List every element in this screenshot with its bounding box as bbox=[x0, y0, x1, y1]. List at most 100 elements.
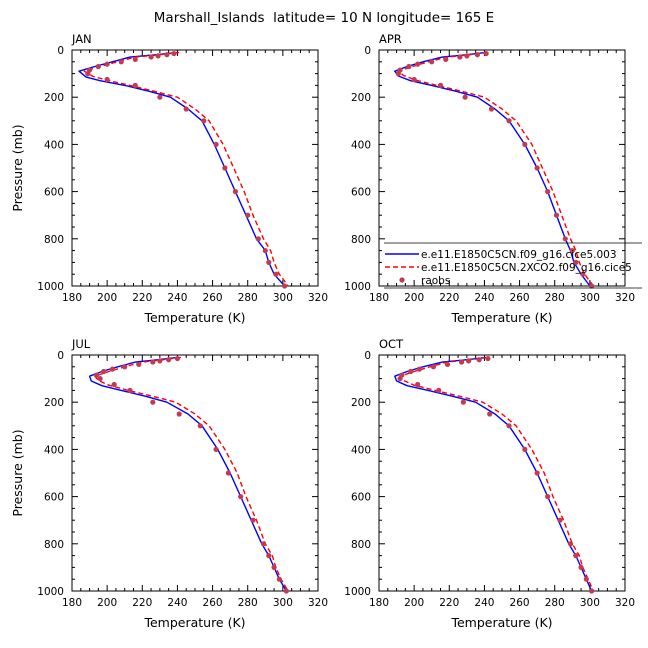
raobs-point bbox=[166, 357, 172, 363]
raobs-point bbox=[122, 364, 128, 370]
raobs-point bbox=[460, 399, 466, 405]
x-axis-label: Temperature (K) bbox=[450, 615, 552, 630]
raobs-point bbox=[545, 189, 551, 195]
x-tick-label: 180 bbox=[369, 597, 389, 609]
raobs-point bbox=[176, 411, 182, 417]
y-tick-label: 1000 bbox=[344, 586, 371, 598]
x-tick-label: 320 bbox=[615, 597, 635, 609]
raobs-point bbox=[85, 71, 91, 77]
panel-label: JAN bbox=[71, 32, 92, 46]
raobs-point bbox=[408, 368, 414, 375]
raobs-point bbox=[466, 358, 472, 364]
raobs-point bbox=[132, 56, 138, 63]
x-tick-label: 320 bbox=[615, 292, 635, 304]
y-tick-label: 800 bbox=[351, 539, 371, 551]
raobs-point bbox=[197, 423, 203, 429]
x-tick-label: 300 bbox=[273, 292, 293, 304]
legend-label: raobs bbox=[421, 275, 450, 287]
panel-label: APR bbox=[379, 32, 402, 46]
raobs-point bbox=[174, 355, 181, 362]
raobs-point bbox=[164, 52, 170, 58]
raobs-point bbox=[487, 411, 493, 417]
y-tick-label: 800 bbox=[44, 234, 64, 246]
x-tick-label: 220 bbox=[132, 597, 152, 609]
x-tick-label: 220 bbox=[132, 292, 152, 304]
raobs-point bbox=[111, 381, 117, 388]
panel-jan: 180 200 220 240 260 280 300 320 0 200 400 600 800 100… bbox=[10, 32, 328, 325]
raobs-point bbox=[395, 71, 401, 77]
raobs-point bbox=[557, 517, 563, 523]
raobs-point bbox=[534, 470, 540, 476]
raobs-point bbox=[183, 106, 189, 112]
panel-jul: 180 200 220 240 260 280 300 320 0 200 400 600 800 100… bbox=[10, 337, 328, 630]
raobs-point bbox=[583, 576, 589, 582]
x-tick-label: 320 bbox=[308, 292, 328, 304]
y-tick-label: 1000 bbox=[344, 281, 371, 293]
x-tick-label: 200 bbox=[404, 597, 424, 609]
raobs-point bbox=[573, 553, 579, 559]
raobs-point bbox=[589, 588, 595, 594]
raobs-point bbox=[245, 212, 251, 218]
plot-frame bbox=[378, 354, 626, 592]
y-tick-label: 600 bbox=[44, 492, 64, 504]
raobs-point bbox=[522, 446, 528, 452]
raobs-point bbox=[589, 283, 595, 289]
series-line-control bbox=[88, 356, 287, 592]
raobs-point bbox=[436, 387, 442, 393]
raobs-point bbox=[266, 259, 272, 265]
y-tick-label: 400 bbox=[351, 444, 371, 456]
series-line-2xco2 bbox=[94, 356, 289, 592]
raobs-point bbox=[444, 361, 451, 368]
raobs-point bbox=[150, 399, 156, 405]
y-tick-label: 800 bbox=[351, 234, 371, 246]
plot-frame bbox=[71, 49, 319, 287]
figure-title: Marshall_Islands latitude= 10 N longitud… bbox=[154, 10, 494, 26]
x-tick-label: 240 bbox=[474, 597, 494, 609]
x-tick-label: 320 bbox=[308, 597, 328, 609]
raobs-point bbox=[260, 541, 267, 547]
x-tick-label: 200 bbox=[97, 597, 117, 609]
raobs-point bbox=[406, 63, 412, 70]
y-tick-label: 800 bbox=[44, 539, 64, 551]
raobs-point bbox=[238, 494, 244, 500]
x-tick-label: 260 bbox=[203, 292, 223, 304]
raobs-point bbox=[485, 355, 491, 362]
x-tick-label: 240 bbox=[167, 597, 187, 609]
raobs-point bbox=[132, 82, 138, 88]
y-tick-label: 200 bbox=[44, 92, 64, 104]
raobs-point bbox=[567, 541, 574, 547]
panel-apr: 180 200 220 240 260 280 300 320 0 200 400 600 800 100… bbox=[344, 32, 635, 325]
raobs-point bbox=[136, 361, 142, 368]
panel-oct: 180 200 220 240 260 280 300 320 0 200 400 600 800 100… bbox=[344, 337, 635, 630]
raobs-point bbox=[255, 236, 261, 242]
raobs-point bbox=[232, 189, 239, 195]
y-tick-label: 400 bbox=[44, 139, 64, 151]
raobs-point bbox=[250, 517, 256, 523]
panel-label: OCT bbox=[379, 337, 404, 351]
x-axis-label: Temperature (K) bbox=[143, 310, 245, 325]
raobs-point bbox=[273, 271, 279, 277]
x-tick-label: 240 bbox=[474, 292, 494, 304]
y-tick-label: 0 bbox=[57, 350, 64, 362]
raobs-point bbox=[155, 53, 161, 59]
raobs-point bbox=[415, 61, 421, 67]
raobs-point bbox=[545, 494, 551, 500]
x-tick-label: 220 bbox=[439, 292, 459, 304]
raobs-point bbox=[104, 61, 110, 67]
raobs-point bbox=[222, 165, 228, 171]
raobs-point bbox=[437, 82, 444, 88]
x-tick-label: 200 bbox=[404, 292, 424, 304]
raobs-point bbox=[429, 59, 435, 65]
x-tick-label: 300 bbox=[273, 597, 293, 609]
x-tick-label: 260 bbox=[510, 597, 530, 609]
x-tick-label: 240 bbox=[167, 292, 187, 304]
y-tick-label: 1000 bbox=[37, 586, 64, 598]
x-tick-label: 200 bbox=[97, 292, 117, 304]
raobs-point bbox=[95, 63, 101, 70]
raobs-point bbox=[411, 76, 417, 83]
x-tick-label: 180 bbox=[62, 597, 82, 609]
raobs-point bbox=[157, 94, 163, 100]
raobs-point bbox=[464, 53, 470, 59]
y-tick-label: 200 bbox=[44, 397, 64, 409]
raobs-point bbox=[580, 271, 586, 277]
